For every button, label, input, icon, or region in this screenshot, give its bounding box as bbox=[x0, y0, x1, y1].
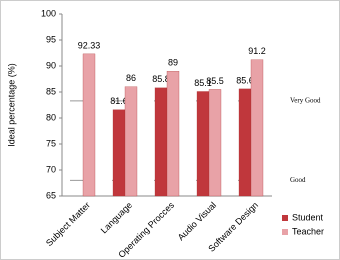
legend-label: Student bbox=[292, 212, 324, 222]
bar bbox=[166, 71, 180, 197]
y-tick-label: 90 bbox=[46, 60, 56, 70]
legend-swatch bbox=[282, 229, 288, 235]
y-tick-label: 65 bbox=[46, 190, 56, 200]
bar bbox=[112, 109, 126, 197]
value-label: 85.1 bbox=[194, 78, 212, 88]
bar bbox=[208, 89, 222, 197]
value-label: 92.33 bbox=[78, 40, 101, 50]
reference-label: Good bbox=[290, 176, 306, 184]
legend-swatch bbox=[282, 215, 288, 221]
value-label: 89 bbox=[168, 58, 178, 68]
y-axis-label: Ideal percentage (%) bbox=[6, 63, 16, 147]
bar bbox=[196, 91, 210, 197]
y-tick-label: 80 bbox=[46, 112, 56, 122]
value-label: 81.6 bbox=[110, 96, 128, 106]
value-label: 85.5 bbox=[206, 76, 224, 86]
bar bbox=[124, 86, 138, 197]
reference-label: Very Good bbox=[290, 96, 321, 104]
y-tick-label: 75 bbox=[46, 138, 56, 148]
bar bbox=[154, 87, 168, 197]
bar bbox=[82, 53, 96, 197]
y-tick-label: 70 bbox=[46, 164, 56, 174]
y-tick-label: 85 bbox=[46, 86, 56, 96]
y-tick-label: 95 bbox=[46, 34, 56, 44]
y-tick-label: 100 bbox=[41, 8, 56, 18]
value-label: 86 bbox=[126, 73, 136, 83]
value-label: 85.6 bbox=[236, 75, 254, 85]
bar bbox=[238, 88, 252, 197]
value-label: 85.8 bbox=[152, 74, 170, 84]
bar bbox=[250, 59, 264, 197]
legend-label: Teacher bbox=[292, 226, 324, 236]
value-label: 91.2 bbox=[248, 46, 266, 56]
